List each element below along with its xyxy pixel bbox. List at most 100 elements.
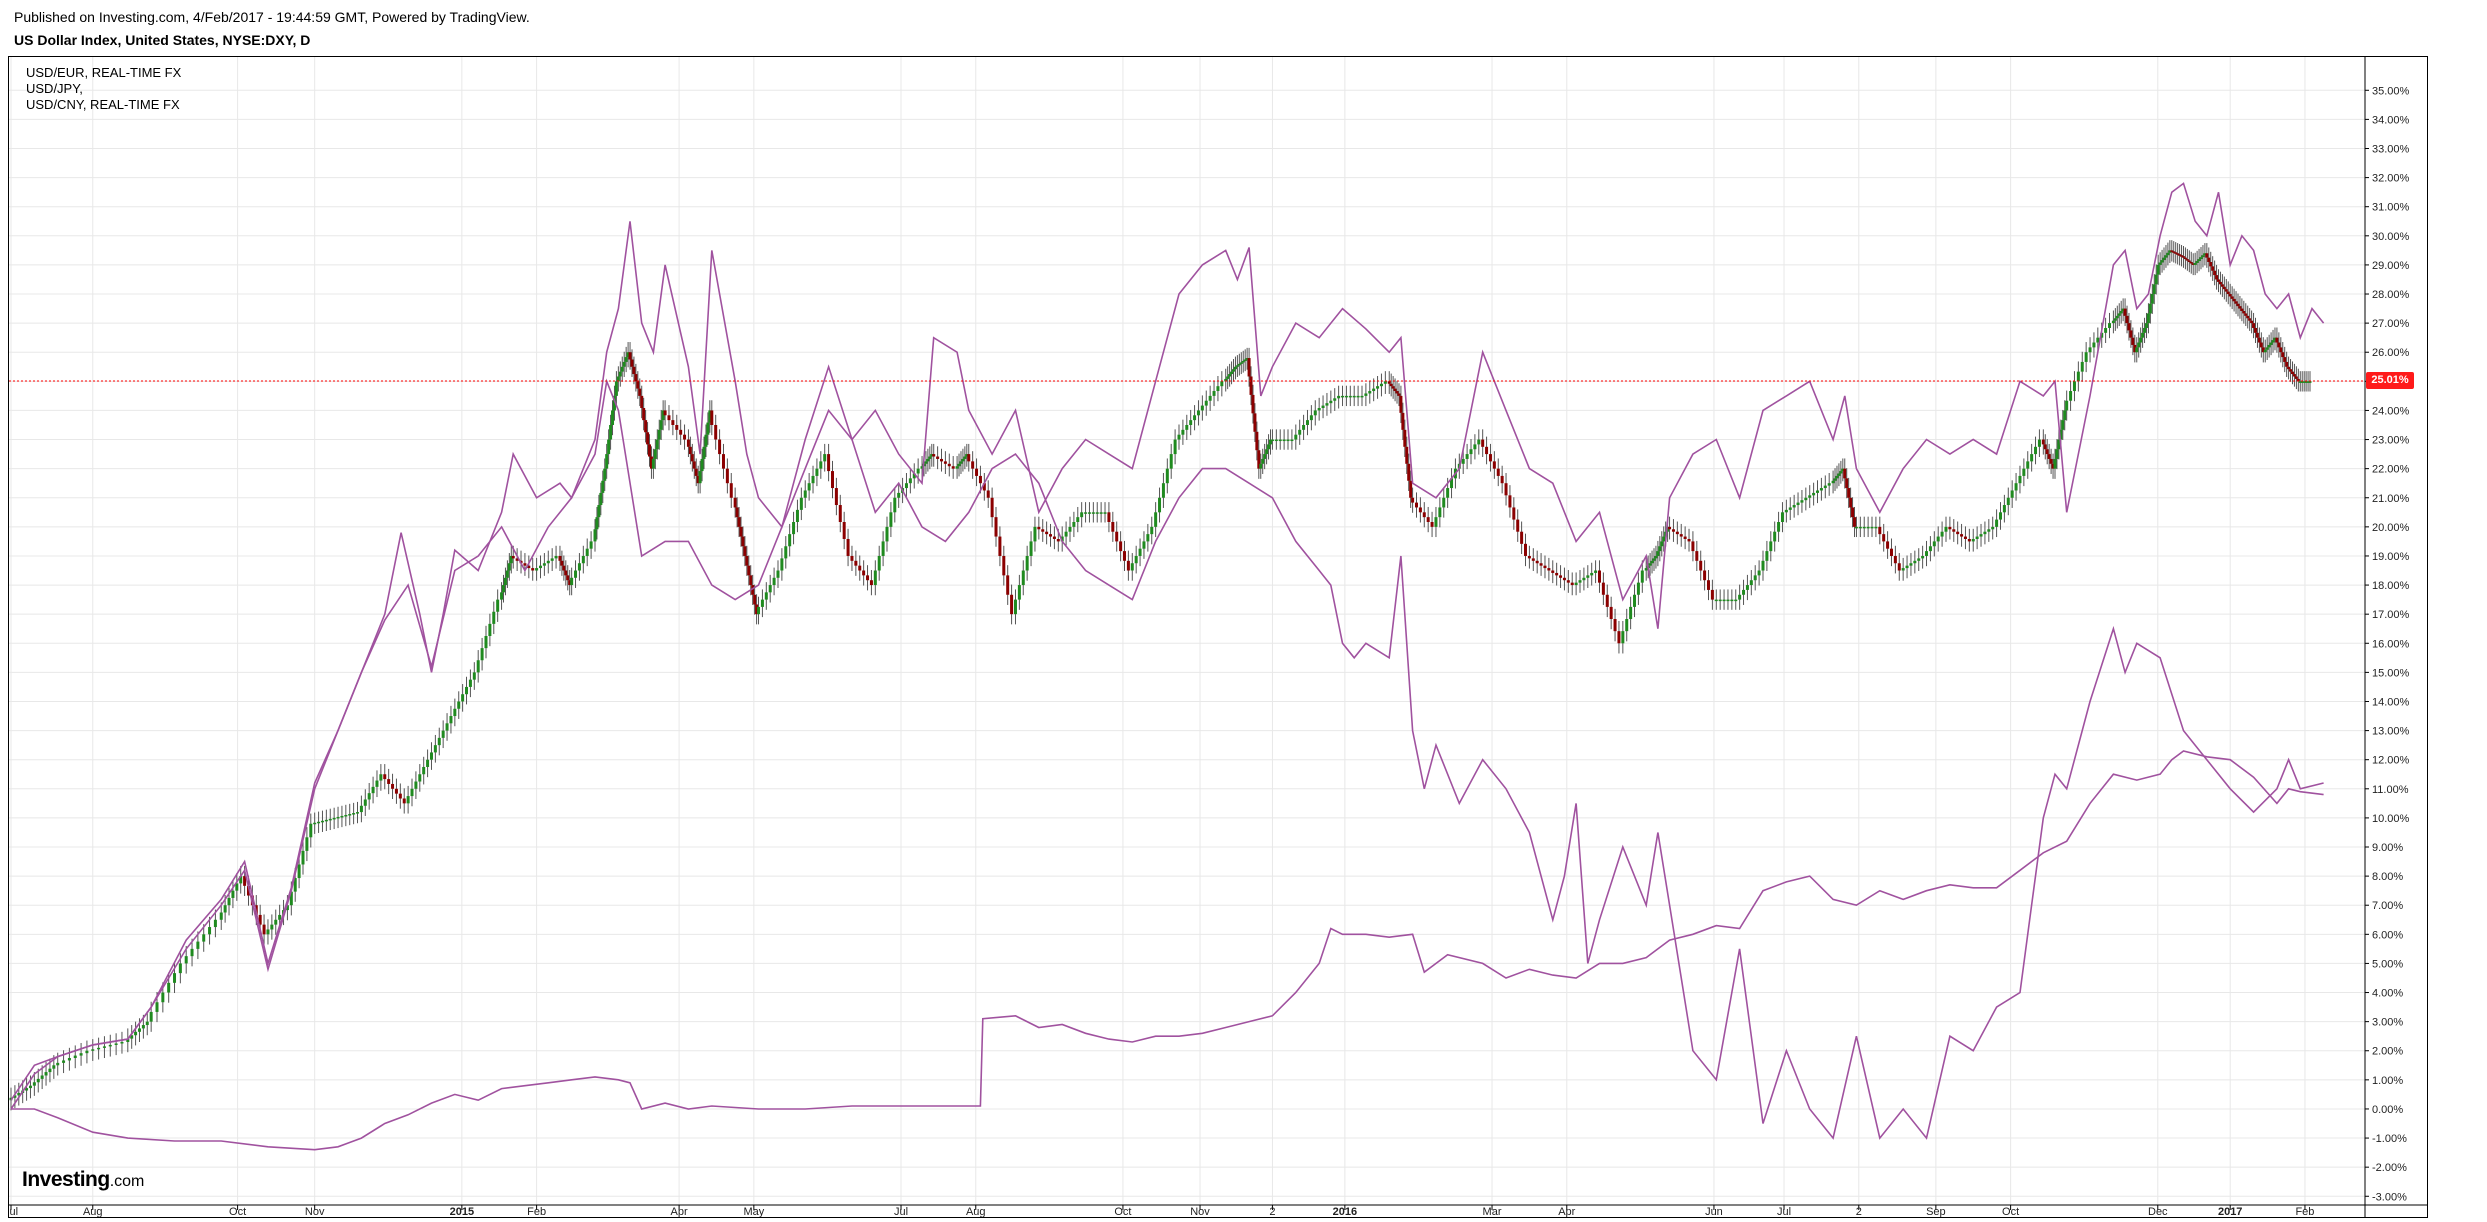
- candle-body: [2144, 323, 2148, 328]
- x-tick-label: Jul: [1777, 1206, 1791, 1217]
- candle: [560, 550, 564, 576]
- candle-body: [1241, 360, 1245, 363]
- candle-body: [869, 580, 873, 586]
- candle-body: [1650, 560, 1654, 564]
- candle-body: [1594, 570, 1598, 573]
- candle: [2144, 312, 2148, 339]
- candle-body: [2224, 289, 2228, 292]
- candle: [932, 443, 936, 467]
- candle-body: [2065, 400, 2069, 411]
- candle-body: [227, 897, 231, 906]
- candle: [714, 414, 718, 450]
- candle-body: [1389, 383, 1393, 387]
- candle: [1268, 429, 1272, 455]
- legend-entry-usd-jpy[interactable]: USD/JPY,: [26, 81, 83, 96]
- candle: [1586, 565, 1590, 588]
- candle: [570, 567, 574, 596]
- candle-body: [735, 507, 739, 518]
- candle-body: [546, 560, 550, 564]
- candle: [344, 804, 348, 827]
- candle: [889, 502, 893, 538]
- candle-body: [2187, 260, 2191, 263]
- candle-body: [1734, 599, 1738, 602]
- chart-frame[interactable]: 35.00% 34.00% 33.00% 32.00% 31.00% 30.00% 29.0…: [8, 56, 2428, 1218]
- candle-body: [1119, 541, 1123, 552]
- candle: [1265, 439, 1269, 465]
- candle-body: [1405, 446, 1409, 464]
- y-tick-label: 35.00%: [2372, 85, 2410, 97]
- candle: [505, 560, 509, 588]
- candle-body: [838, 505, 842, 523]
- candle-body: [527, 565, 531, 569]
- candle: [1901, 557, 1905, 581]
- candle-body: [1640, 570, 1644, 583]
- candle-body: [500, 592, 504, 600]
- candle-body: [433, 745, 437, 753]
- candle: [799, 487, 803, 521]
- candle-body: [2259, 342, 2263, 348]
- candle-body: [827, 454, 831, 472]
- y-tick-label: -2.00%: [2372, 1162, 2407, 1174]
- candle: [1841, 458, 1845, 482]
- candle: [943, 451, 947, 474]
- candle: [535, 557, 539, 581]
- candle: [2271, 329, 2275, 353]
- candle: [1854, 516, 1858, 538]
- candle: [2273, 327, 2277, 351]
- candle: [40, 1065, 44, 1090]
- candle-body: [2176, 253, 2180, 255]
- candle: [1889, 538, 1893, 567]
- candle-body: [1041, 529, 1045, 532]
- candle: [2248, 308, 2252, 331]
- candle-body: [1512, 507, 1516, 520]
- candle-body: [449, 716, 453, 724]
- candle-body: [1979, 534, 1983, 537]
- candle-body: [1426, 517, 1430, 523]
- candle: [2292, 363, 2296, 387]
- candle: [626, 342, 630, 368]
- candle: [737, 506, 741, 538]
- candle: [1726, 589, 1730, 610]
- candle-body: [772, 577, 776, 586]
- candle-body: [1808, 495, 1812, 498]
- candle-body: [2248, 318, 2252, 321]
- candle-body: [1010, 594, 1014, 615]
- candle-body: [2049, 458, 2053, 464]
- candle: [1862, 516, 1866, 538]
- candle: [2043, 434, 2047, 460]
- candle-body: [437, 737, 441, 746]
- candle: [1204, 390, 1208, 416]
- candle-body: [1562, 577, 1566, 581]
- candle: [509, 545, 513, 574]
- candle: [1115, 521, 1119, 552]
- candle-body: [2045, 449, 2049, 455]
- candle-body: [1901, 568, 1905, 571]
- candle-body: [1761, 560, 1765, 571]
- candle-body: [496, 599, 500, 612]
- legend-entry-usd-eur[interactable]: USD/EUR, REAL-TIME FX: [26, 65, 182, 80]
- candle: [1263, 443, 1267, 470]
- candle: [729, 473, 733, 508]
- candle: [1656, 540, 1660, 567]
- candle-body: [2236, 303, 2240, 307]
- chart-canvas[interactable]: 35.00%34.00%33.00%32.00%31.00%30.00%29.0…: [9, 57, 2427, 1217]
- candle-body: [2213, 270, 2217, 276]
- candle-body: [313, 822, 317, 825]
- candle: [1597, 560, 1601, 593]
- y-tick-label: 22.00%: [2372, 464, 2410, 476]
- candle-body: [558, 555, 562, 561]
- candle-body: [178, 963, 182, 974]
- candle-body: [542, 563, 546, 566]
- candle-body: [1268, 439, 1272, 445]
- legend-entry-usd-cny[interactable]: USD/CNY, REAL-TIME FX: [26, 97, 180, 112]
- candle-body: [2230, 296, 2234, 299]
- candle-body: [585, 548, 589, 556]
- candle-body: [394, 788, 398, 794]
- candle-body: [108, 1044, 112, 1047]
- candle-body: [28, 1085, 32, 1089]
- candle: [313, 812, 317, 834]
- candle-body: [1960, 534, 1964, 537]
- candle-body: [1851, 507, 1855, 518]
- candle-body: [1226, 376, 1230, 379]
- candle-body: [696, 475, 700, 484]
